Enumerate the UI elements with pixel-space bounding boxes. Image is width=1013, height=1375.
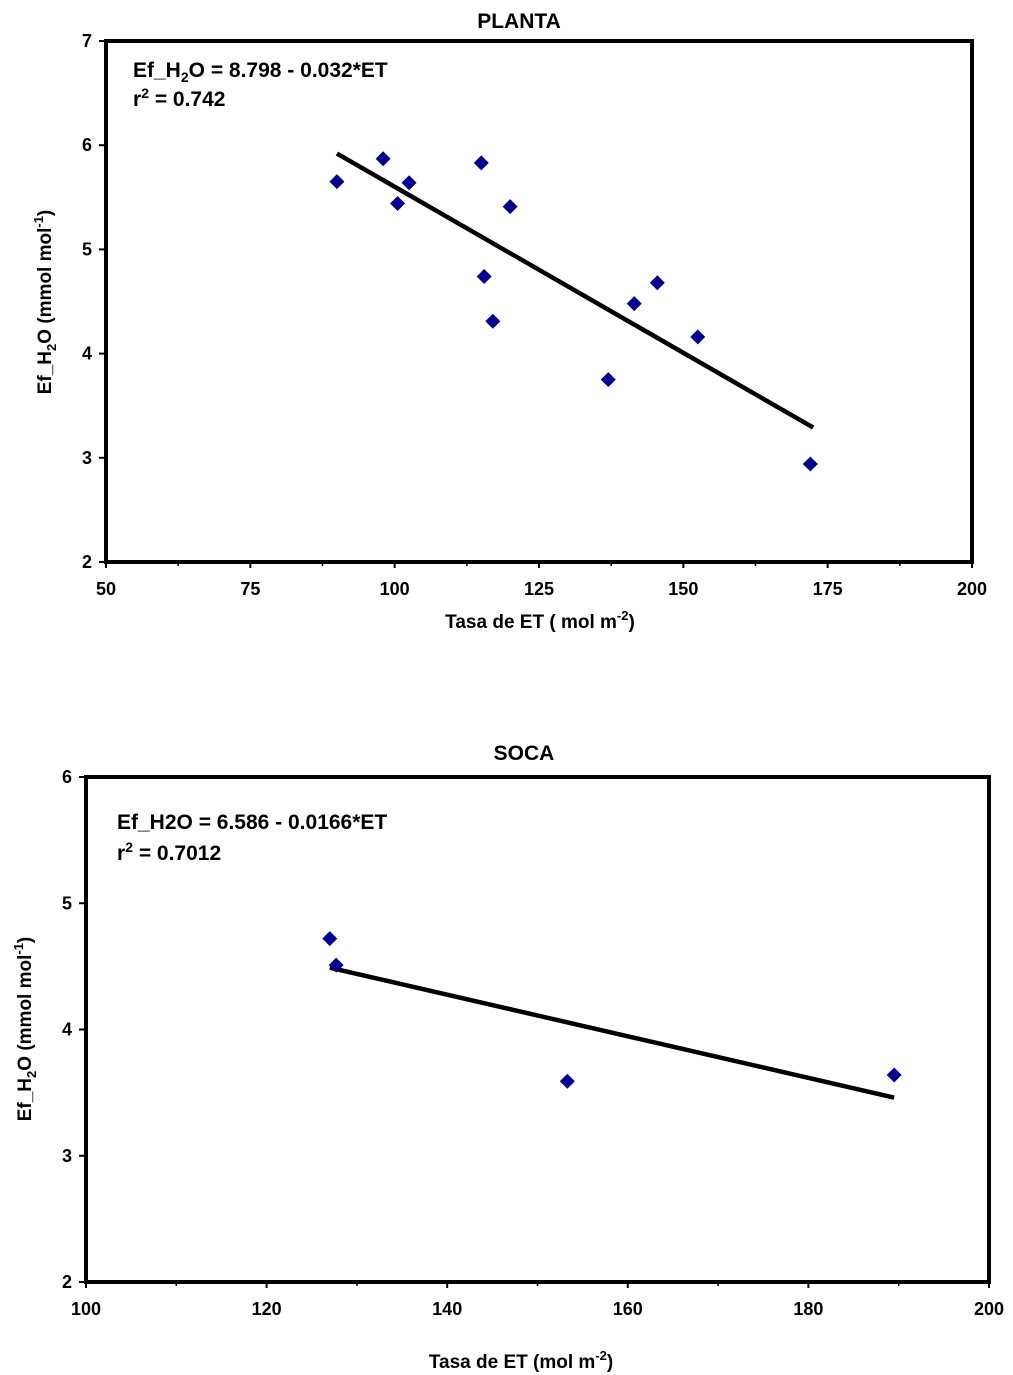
tick-layer: 50 75 100 125 150 175 200 2 3 4 5 6 7 — [82, 31, 987, 599]
chart-title: SOCA — [494, 742, 555, 765]
x-axis-label: Tasa de ET ( mol m-2) — [445, 608, 635, 633]
y-axis-label: Ef_H2O (mmol mol-1) — [11, 937, 39, 1122]
x-tick-label: 200 — [974, 1299, 1004, 1319]
data-point — [375, 151, 391, 167]
y-tick-label: 3 — [62, 1146, 72, 1166]
data-point — [485, 313, 501, 329]
plot-frame — [104, 39, 974, 564]
regression-line — [335, 151, 815, 430]
trendline-layer — [335, 151, 815, 430]
y-tick-label: 4 — [62, 1020, 72, 1040]
x-tick-label: 140 — [432, 1299, 462, 1319]
regression-line — [329, 965, 895, 1100]
regression-equation: Ef_H2O = 8.798 - 0.032*ET — [133, 59, 388, 85]
x-tick-label: 120 — [252, 1299, 282, 1319]
r-squared: r2 = 0.742 — [133, 85, 225, 111]
data-point — [473, 155, 489, 171]
x-tick-label: 100 — [71, 1299, 101, 1319]
data-point — [401, 175, 417, 191]
chart-soca: SOCA Ef_H2O (mmol mol-1) Tasa de ET (mol… — [11, 742, 1004, 1373]
x-tick-label: 100 — [380, 579, 410, 599]
x-tick-label: 50 — [96, 579, 116, 599]
x-tick-label: 75 — [240, 579, 260, 599]
data-point — [690, 329, 706, 345]
y-axis-label: Ef_H2O (mmol mol-1) — [31, 210, 59, 395]
data-point — [802, 456, 818, 472]
marker-layer — [322, 931, 902, 1089]
x-tick-label: 160 — [613, 1299, 643, 1319]
y-tick-label: 5 — [62, 893, 72, 913]
y-tick-label: 3 — [82, 448, 92, 468]
marker-layer — [329, 151, 818, 472]
r-squared: r2 = 0.7012 — [117, 839, 221, 865]
data-point — [476, 268, 492, 284]
y-tick-label: 7 — [82, 31, 92, 51]
trendline-layer — [329, 965, 895, 1100]
data-point — [329, 174, 345, 190]
chart-planta: PLANTA Ef_H2O (mmol mol-1) Tasa de ET ( … — [31, 10, 987, 633]
x-tick-label: 200 — [957, 579, 987, 599]
data-point — [502, 199, 518, 215]
y-tick-label: 4 — [82, 344, 92, 364]
y-tick-label: 5 — [82, 239, 92, 259]
plot-frame — [84, 775, 991, 1284]
y-tick-label: 6 — [82, 135, 92, 155]
data-point — [328, 957, 344, 973]
x-tick-label: 150 — [668, 579, 698, 599]
data-point — [559, 1073, 575, 1089]
data-point — [886, 1067, 902, 1083]
regression-equation: Ef_H2O = 6.586 - 0.0166*ET — [117, 811, 387, 834]
data-point — [600, 372, 616, 388]
x-tick-label: 125 — [524, 579, 554, 599]
data-point — [649, 275, 665, 291]
data-point — [626, 296, 642, 312]
y-tick-label: 2 — [62, 1272, 72, 1292]
y-tick-label: 2 — [82, 552, 92, 572]
chart-title: PLANTA — [477, 10, 561, 33]
x-tick-label: 175 — [813, 579, 843, 599]
data-point — [322, 931, 338, 947]
x-axis-label: Tasa de ET (mol m-2) — [429, 1348, 613, 1373]
y-tick-label: 6 — [62, 767, 72, 787]
x-tick-label: 180 — [793, 1299, 823, 1319]
data-point — [390, 196, 406, 212]
